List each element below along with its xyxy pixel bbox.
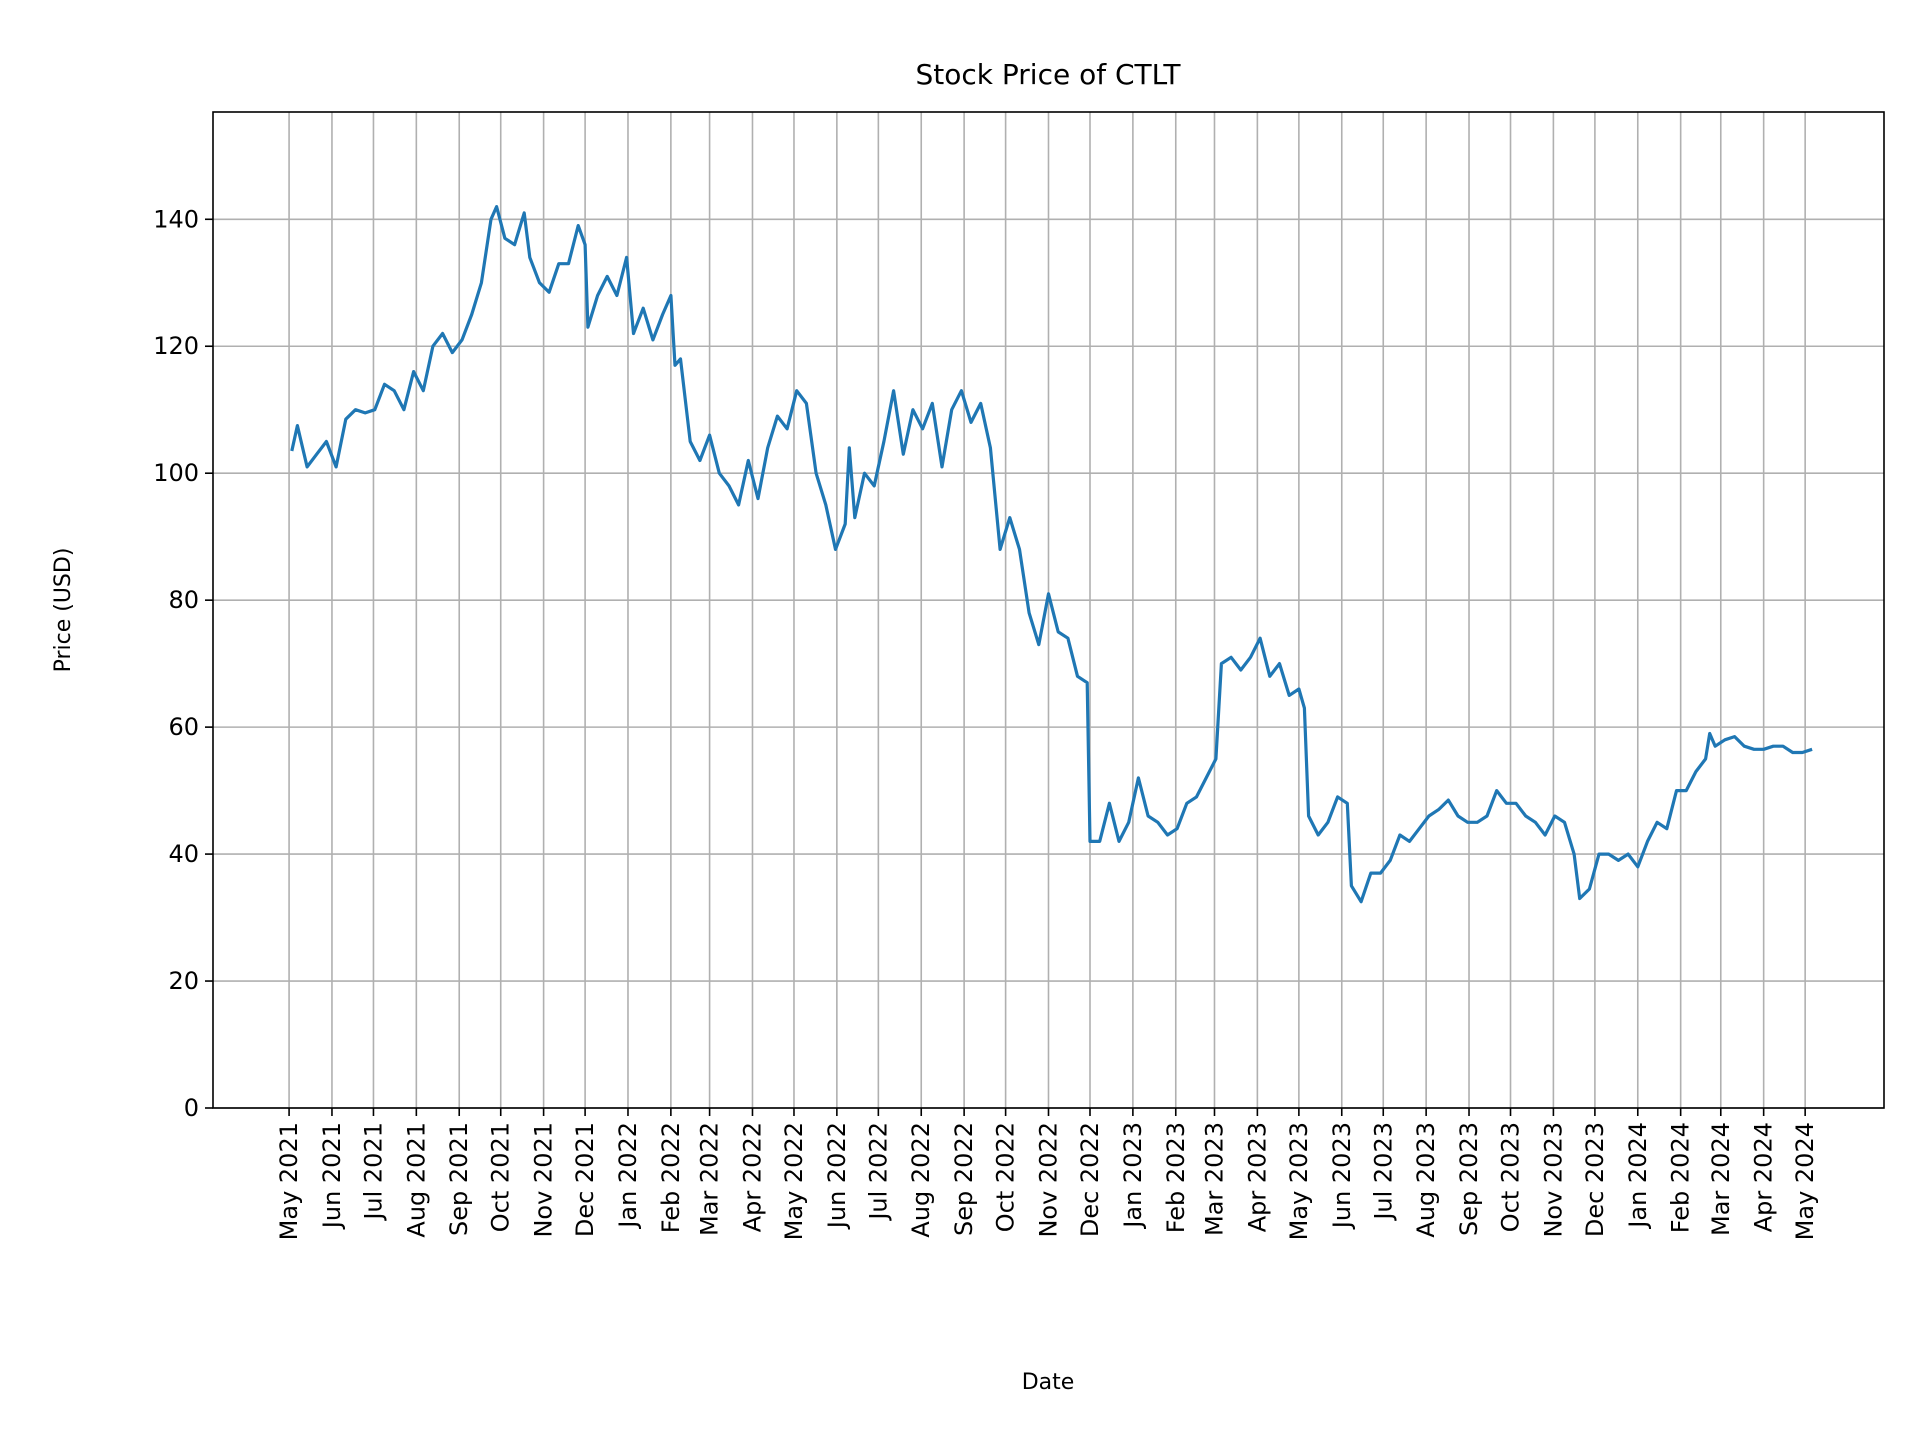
x-tick-label: Apr 2023 — [1243, 1122, 1271, 1232]
x-tick-label: Nov 2022 — [1035, 1122, 1063, 1238]
y-tick-label: 100 — [153, 459, 199, 487]
y-tick-label: 0 — [184, 1094, 199, 1122]
chart-title: Stock Price of CTLT — [916, 58, 1182, 91]
x-tick-label: Mar 2022 — [696, 1122, 724, 1236]
x-tick-label: Dec 2021 — [571, 1122, 599, 1237]
x-tick-label: Jul 2021 — [359, 1122, 387, 1222]
plot-frame — [212, 111, 1885, 1109]
y-tick-label: 60 — [168, 713, 199, 741]
x-tick-label: Feb 2024 — [1667, 1122, 1695, 1233]
x-tick-label: Oct 2023 — [1497, 1122, 1525, 1232]
y-tick-label: 80 — [168, 586, 199, 614]
x-tick-label: Jan 2024 — [1624, 1122, 1652, 1230]
x-tick-label: Aug 2023 — [1412, 1122, 1440, 1238]
x-tick-label: Dec 2023 — [1581, 1122, 1609, 1237]
x-tick-label: Jul 2023 — [1369, 1122, 1397, 1222]
x-tick-label: Jul 2022 — [864, 1122, 892, 1222]
x-tick-label: May 2021 — [275, 1122, 303, 1240]
x-tick-label: Feb 2022 — [657, 1122, 685, 1233]
x-axis-label: Date — [1022, 1370, 1075, 1395]
x-tick-label: Feb 2023 — [1162, 1122, 1190, 1233]
y-tick-label: 40 — [168, 840, 199, 868]
x-tick-label: Mar 2024 — [1707, 1122, 1735, 1236]
x-tick-label: May 2024 — [1791, 1122, 1819, 1240]
grid — [213, 112, 1884, 1109]
x-tick-label: May 2023 — [1285, 1122, 1313, 1240]
x-tick-label: Jun 2021 — [318, 1122, 346, 1230]
x-tick-label: Nov 2023 — [1539, 1122, 1567, 1238]
x-tick-label: Jun 2022 — [823, 1122, 851, 1230]
x-tick-label: Oct 2022 — [992, 1122, 1020, 1232]
y-axis: 0 20 40 60 80 100 120 140 — [153, 205, 213, 1122]
x-tick-label: Oct 2021 — [487, 1122, 515, 1232]
y-tick-label: 140 — [153, 205, 199, 233]
x-tick-label: Sep 2021 — [445, 1122, 473, 1236]
x-tick-label: Nov 2021 — [530, 1122, 558, 1238]
x-tick-label: Dec 2022 — [1076, 1122, 1104, 1237]
x-axis: May 2021 Jun 2021 Jul 2021 Aug 2021 Sep 2021… — [275, 1108, 1819, 1240]
x-tick-label: May 2022 — [780, 1122, 808, 1240]
x-tick-label: Apr 2022 — [738, 1122, 766, 1232]
x-tick-label: Sep 2022 — [950, 1122, 978, 1236]
x-tick-label: Jun 2023 — [1328, 1122, 1356, 1230]
x-tick-label: Apr 2024 — [1750, 1122, 1778, 1232]
y-tick-label: 120 — [153, 332, 199, 360]
x-tick-label: Jan 2023 — [1119, 1122, 1147, 1230]
price-line — [290, 205, 1813, 904]
x-tick-label: Aug 2021 — [402, 1122, 430, 1238]
x-tick-label: Aug 2022 — [907, 1122, 935, 1238]
y-axis-label: Price (USD) — [51, 548, 76, 673]
x-tick-label: Sep 2023 — [1455, 1122, 1483, 1236]
y-tick-label: 20 — [168, 967, 199, 995]
x-tick-label: Jan 2022 — [614, 1122, 642, 1230]
x-tick-label: Mar 2023 — [1200, 1122, 1228, 1236]
